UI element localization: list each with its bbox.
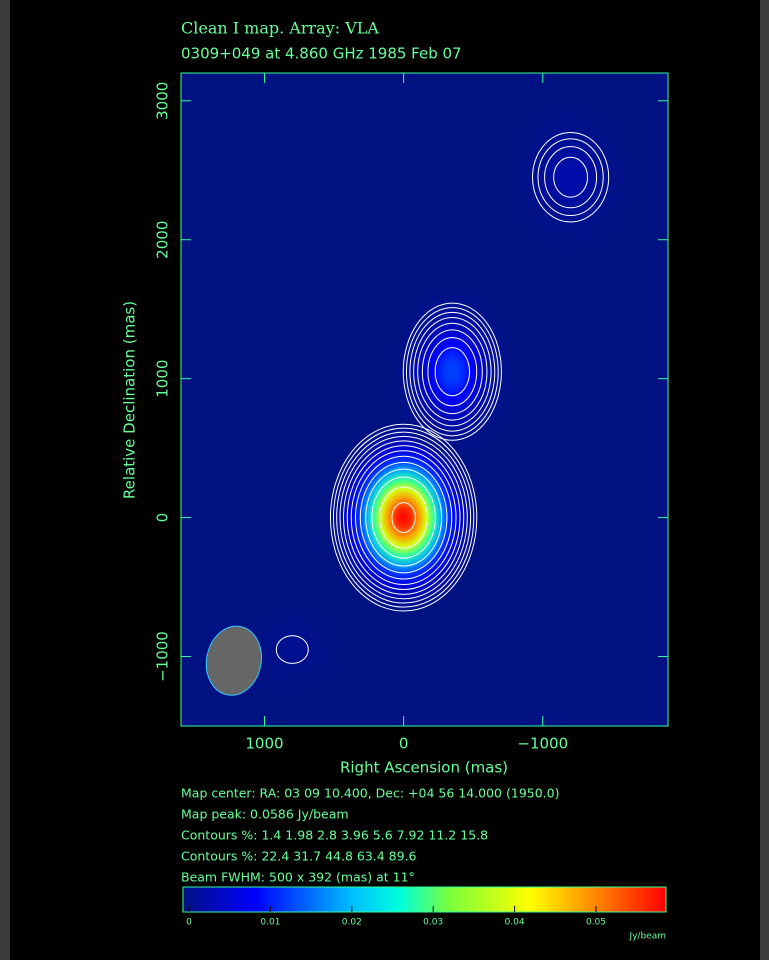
chart-title: Clean I map. Array: VLA [181,19,379,38]
plot-area [181,73,668,726]
x-tick-label: −1000 [517,735,568,753]
page: Clean I map. Array: VLA 0309+049 at 4.86… [0,0,769,960]
info-line: Beam FWHM: 500 x 392 (mas) at 11° [181,870,415,885]
colorbar-tick-label: 0.01 [260,918,280,928]
colorbar-label: Jy/beam [628,932,666,942]
y-tick-label: 0 [154,513,172,523]
colorbar-tick-label: 0 [186,918,192,928]
colorbar [183,887,666,912]
x-tick-label: 1000 [245,735,283,753]
colorbar-tick-label: 0.02 [342,918,362,928]
y-tick-label: 3000 [154,82,172,120]
info-line: Map center: RA: 03 09 10.400, Dec: +04 5… [181,786,559,801]
y-axis-label: Relative Declination (mas) [121,301,139,499]
info-line: Map peak: 0.0586 Jy/beam [181,807,349,822]
chart: Clean I map. Array: VLA 0309+049 at 4.86… [0,0,769,960]
colorbar-tick-label: 0.04 [505,918,525,928]
info-line: Contours %: 22.4 31.7 44.8 63.4 89.6 [181,849,417,864]
chart-subtitle: 0309+049 at 4.860 GHz 1985 Feb 07 [181,45,462,63]
x-axis-label: Right Ascension (mas) [340,759,508,777]
y-tick-label: −1000 [154,631,172,682]
colorbar-tick-label: 0.03 [423,918,443,928]
emission [390,284,515,459]
x-tick-label: 0 [399,735,409,753]
colorbar-tick-label: 0.05 [586,918,606,928]
info-line: Contours %: 1.4 1.98 2.8 3.96 5.6 7.92 1… [181,828,488,843]
y-tick-label: 1000 [154,360,172,398]
emission [500,94,642,261]
y-tick-label: 2000 [154,221,172,259]
